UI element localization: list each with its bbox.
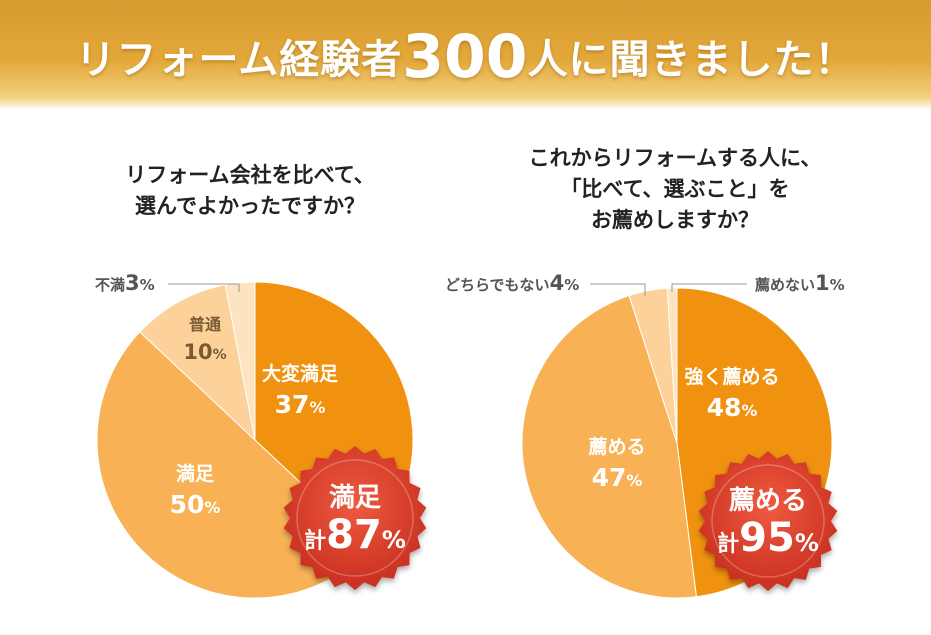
question-right-line-1: これからリフォームする人に、	[528, 146, 822, 170]
pie-slice-1-4	[224, 281, 256, 441]
question-left: リフォーム会社を比べて、 選んでよかったですか？	[60, 160, 440, 222]
badge-total-1: 計87%	[304, 512, 406, 558]
question-right-line-2: 「比べて、選ぶこと」を	[560, 177, 790, 201]
slice-label-2-3: どちらでもない4%	[445, 271, 579, 295]
slice-name-1-3: 普通	[189, 315, 221, 334]
leader-line-1-4	[168, 283, 240, 292]
slice-value-1-3: 10%	[183, 340, 226, 364]
badge-shape-2	[698, 451, 838, 591]
badge-title-2: 薦める	[729, 486, 807, 516]
leader-line-2-4	[671, 283, 747, 292]
banner-title-number: 300	[402, 22, 528, 92]
slice-name-1-2: 満足	[176, 463, 215, 485]
banner-title: リフォーム経験者300人に聞きました！	[0, 22, 931, 92]
slice-value-2-2: 47%	[592, 463, 643, 492]
leader-line-2-3	[590, 283, 646, 296]
question-left-line-2: 選んでよかったですか？	[135, 194, 365, 218]
badge-ring-2	[711, 464, 825, 578]
slice-name-1-1: 大変満足	[262, 362, 339, 385]
slice-label-1-4: 不満3%	[95, 271, 155, 295]
slice-name-2-2: 薦める	[588, 436, 645, 458]
pie-slice-1-3	[139, 284, 256, 442]
slice-value-2-1: 48%	[707, 393, 758, 422]
badge-shape-1	[283, 446, 427, 590]
pie-slice-2-2	[521, 294, 697, 599]
question-right: これからリフォームする人に、 「比べて、選ぶこと」を お薦めしますか？	[490, 143, 860, 236]
badge-total-2: 計95%	[717, 515, 819, 561]
question-left-line-1: リフォーム会社を比べて、	[125, 163, 375, 187]
question-right-line-3: お薦めしますか？	[591, 208, 759, 232]
badge-ring-1	[296, 459, 414, 577]
slice-value-1-2: 50%	[170, 490, 221, 519]
slice-label-2-4: 薦めない1%	[755, 271, 845, 295]
slice-value-1-1: 37%	[275, 390, 326, 419]
banner-title-after: 人に聞きました！	[527, 37, 856, 83]
banner-title-before: リフォーム経験者	[75, 37, 403, 83]
badge-title-1: 満足	[329, 483, 381, 513]
header-banner: リフォーム経験者300人に聞きました！	[0, 0, 931, 110]
slice-name-2-1: 強く薦める	[684, 366, 779, 388]
